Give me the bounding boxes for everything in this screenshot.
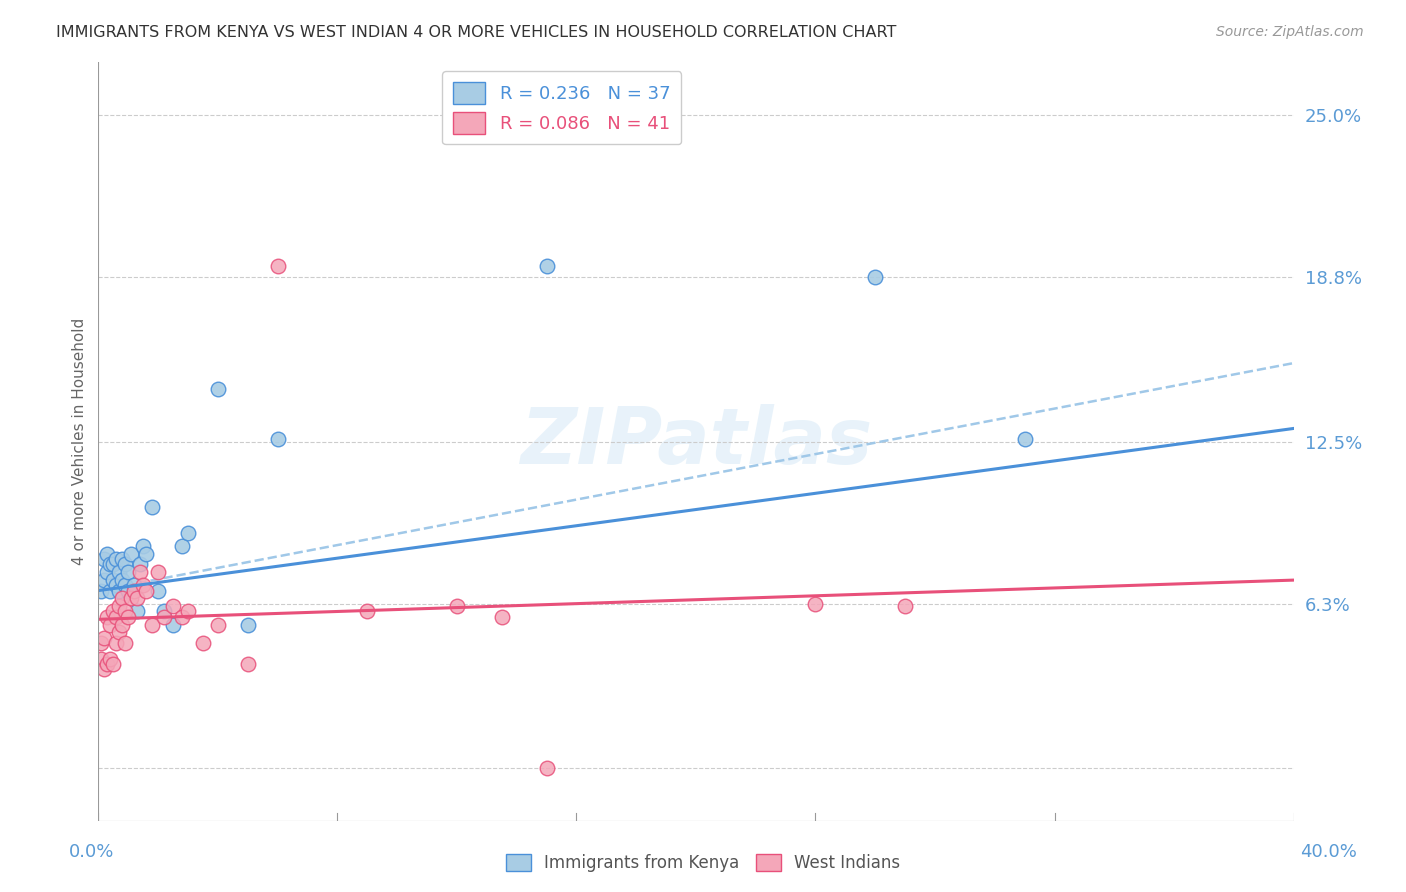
Point (236, 657, 259, 671)
Point (446, 599, 468, 614)
Point (236, 617, 259, 632)
Point (105, 578, 128, 592)
Point (491, 609, 513, 624)
Point (108, 599, 131, 614)
Point (191, 636, 214, 650)
Point (105, 552, 128, 566)
Point (865, 269, 887, 284)
Point (267, 432, 290, 446)
Point (129, 566, 152, 580)
Point (132, 539, 155, 553)
Point (96, 566, 118, 580)
Point (132, 578, 155, 592)
Point (111, 573, 134, 587)
Point (90, 636, 112, 650)
Point (127, 591, 149, 606)
Point (162, 617, 184, 632)
Point (93, 573, 115, 587)
Point (96, 657, 118, 671)
Text: Source: ZipAtlas.com: Source: ZipAtlas.com (1216, 25, 1364, 39)
Point (129, 558, 152, 572)
Point (117, 566, 139, 580)
Point (114, 558, 136, 572)
Point (103, 573, 125, 587)
Point (98, 651, 122, 665)
Point (93, 631, 115, 645)
Point (111, 591, 134, 606)
Point (105, 636, 128, 650)
Point (117, 609, 139, 624)
Point (207, 617, 229, 632)
Point (117, 583, 139, 598)
Point (96, 547, 118, 561)
Point (124, 583, 146, 598)
Point (153, 605, 176, 619)
Text: IMMIGRANTS FROM KENYA VS WEST INDIAN 4 OR MORE VEHICLES IN HOUSEHOLD CORRELATION: IMMIGRANTS FROM KENYA VS WEST INDIAN 4 O… (56, 25, 897, 40)
Point (172, 539, 194, 553)
Point (93, 552, 115, 566)
Point (172, 609, 194, 624)
Point (103, 558, 125, 572)
Point (894, 599, 917, 614)
Point (804, 597, 827, 611)
Point (111, 552, 134, 566)
Point (105, 609, 128, 624)
Text: 0.0%: 0.0% (69, 843, 114, 861)
Legend: R = 0.236   N = 37, R = 0.086   N = 41: R = 0.236 N = 37, R = 0.086 N = 41 (441, 71, 682, 145)
Point (124, 578, 146, 592)
Point (114, 578, 136, 592)
Point (98, 617, 122, 632)
Text: ZIPatlas: ZIPatlas (520, 403, 872, 480)
Point (127, 605, 149, 619)
Point (114, 636, 136, 650)
Point (356, 605, 378, 619)
Y-axis label: 4 or more Vehicles in Household: 4 or more Vehicles in Household (72, 318, 87, 566)
Point (108, 583, 131, 598)
Point (177, 605, 200, 619)
Point (135, 547, 157, 561)
Point (96, 609, 118, 624)
Point (103, 657, 125, 671)
Point (153, 609, 176, 624)
Point (98, 583, 122, 598)
Point (93, 662, 115, 676)
Point (120, 591, 142, 606)
Text: 40.0%: 40.0% (1301, 843, 1357, 861)
Point (148, 583, 170, 598)
Point (114, 605, 136, 619)
Point (98, 558, 122, 572)
Point (536, 260, 558, 274)
Point (162, 599, 184, 614)
Point (267, 260, 290, 274)
Point (135, 583, 157, 598)
Legend: Immigrants from Kenya, West Indians: Immigrants from Kenya, West Indians (499, 847, 907, 879)
Point (536, 761, 558, 775)
Point (141, 617, 163, 632)
Point (103, 605, 125, 619)
Point (177, 526, 200, 541)
Point (141, 500, 163, 514)
Point (90, 583, 112, 598)
Point (108, 566, 131, 580)
Point (108, 625, 131, 640)
Point (120, 547, 142, 561)
Point (207, 382, 229, 396)
Point (1014, 432, 1036, 446)
Point (148, 566, 170, 580)
Point (111, 617, 134, 632)
Point (90, 651, 112, 665)
